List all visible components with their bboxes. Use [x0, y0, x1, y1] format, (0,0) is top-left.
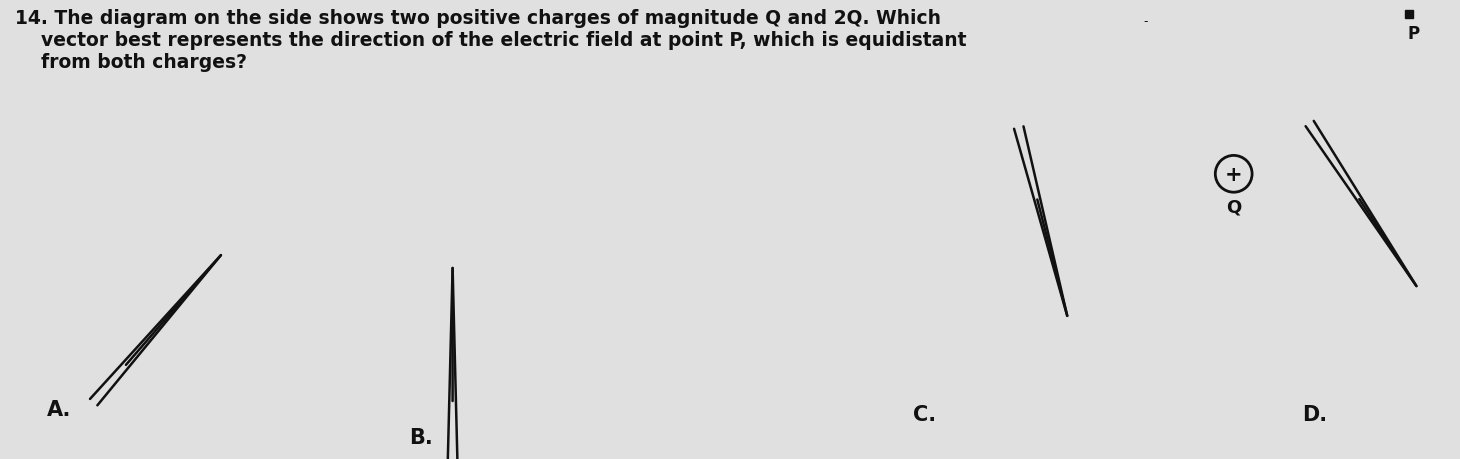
- Text: Q: Q: [1226, 198, 1241, 216]
- Text: D.: D.: [1302, 404, 1327, 424]
- Text: P: P: [1407, 25, 1419, 43]
- Text: A.: A.: [47, 399, 72, 419]
- Text: +: +: [1225, 164, 1242, 185]
- Text: -: -: [1143, 15, 1149, 28]
- Text: 14. The diagram on the side shows two positive charges of magnitude Q and 2Q. Wh: 14. The diagram on the side shows two po…: [15, 9, 967, 72]
- Text: B.: B.: [409, 427, 432, 447]
- Text: C.: C.: [912, 404, 936, 424]
